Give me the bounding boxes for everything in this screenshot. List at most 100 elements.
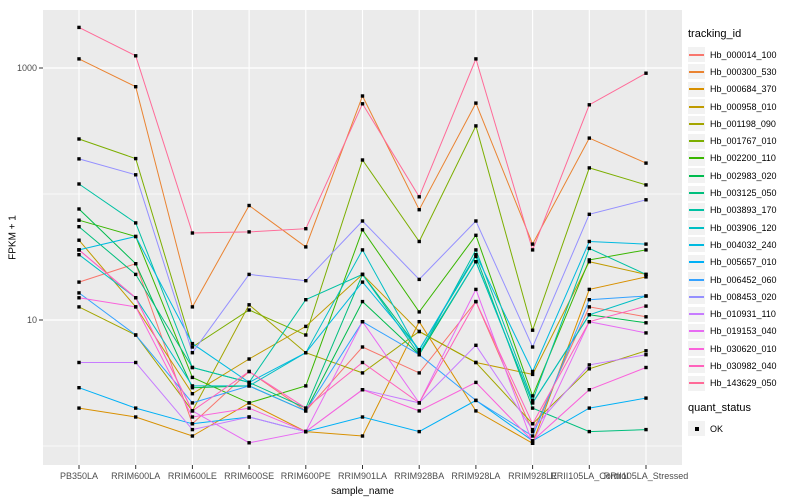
data-point	[304, 227, 308, 231]
data-point	[304, 384, 308, 388]
legend-item-label: Hb_003906_120	[710, 222, 777, 233]
x-tick-label: RRIM928LE	[508, 471, 557, 481]
data-point	[190, 434, 195, 438]
x-tick-label: RRIM600LE	[168, 471, 217, 481]
legend-item: Hb_019153_040	[688, 323, 798, 340]
data-point	[587, 287, 591, 292]
series-color-key-icon	[688, 272, 705, 287]
legend-item-label: Hb_000014_100	[710, 49, 777, 60]
x-tick-label: RRIM928BA	[394, 471, 444, 481]
data-point	[644, 198, 648, 202]
data-point	[190, 392, 195, 396]
y-tick-label: 10	[27, 315, 37, 325]
data-point	[360, 434, 365, 438]
data-point	[134, 415, 138, 419]
series-color-key-icon	[688, 81, 705, 97]
data-point	[360, 228, 365, 232]
data-point	[644, 396, 648, 400]
data-point	[190, 305, 195, 309]
data-point	[417, 401, 421, 405]
data-point	[134, 305, 138, 309]
data-point	[247, 203, 251, 208]
data-point	[190, 386, 195, 390]
data-point	[134, 272, 138, 277]
legend-title-tracking-id: tracking_id	[688, 28, 742, 40]
data-point	[644, 365, 648, 370]
legend-item-label: Hb_002983_020	[710, 170, 777, 181]
data-point	[77, 386, 81, 390]
data-point	[474, 380, 478, 385]
legend-item: Hb_003893_170	[688, 202, 798, 219]
legend-item: OK	[688, 420, 798, 437]
series-color-key-icon	[688, 375, 705, 391]
legend-item: Hb_000014_100	[688, 46, 798, 63]
legend-item-label: Hb_005657_010	[710, 257, 777, 268]
data-point	[417, 310, 421, 314]
data-point	[474, 253, 478, 257]
data-point	[190, 415, 195, 419]
legend-item-label: Hb_000684_370	[710, 84, 777, 95]
legend-item-label: Hb_143629_050	[710, 378, 777, 389]
data-point	[304, 409, 308, 413]
data-point	[644, 275, 648, 279]
series-color-key-icon	[688, 133, 705, 149]
x-tick-label: RRIM600PE	[281, 471, 331, 481]
quant-status-key-icon	[688, 421, 705, 437]
series-color-key-icon	[688, 306, 705, 322]
data-point	[474, 248, 478, 252]
data-point	[247, 272, 251, 277]
data-point	[417, 353, 421, 357]
legend-item: Hb_002983_020	[688, 167, 798, 184]
data-point	[77, 207, 81, 211]
data-point	[304, 429, 308, 434]
series-color-key-icon	[688, 358, 705, 374]
data-point	[644, 248, 648, 252]
legend-item-label: Hb_003125_050	[710, 188, 777, 199]
data-point	[644, 272, 648, 277]
data-point	[417, 277, 421, 282]
series-color-key-icon	[688, 341, 705, 357]
data-point	[644, 161, 648, 165]
y-axis-title: FPKM + 1	[7, 215, 19, 260]
data-point	[417, 320, 421, 324]
data-point	[474, 260, 478, 264]
series-color-key-icon	[688, 47, 705, 63]
legend-item: Hb_010931_110	[688, 305, 798, 322]
data-point	[474, 233, 478, 237]
data-point	[417, 329, 421, 334]
data-point	[360, 158, 365, 162]
data-point	[417, 371, 421, 375]
data-point	[587, 363, 591, 367]
data-point	[247, 401, 251, 405]
x-axis-title: sample_name	[331, 486, 394, 497]
x-tick-label: RRIM600SE	[224, 471, 274, 481]
x-tick-label: RRIM928LA	[451, 471, 500, 481]
data-point	[474, 57, 478, 61]
data-point	[134, 173, 138, 177]
data-point	[77, 218, 81, 222]
x-tick-label: PB350LA	[60, 471, 98, 481]
data-point	[304, 333, 308, 337]
data-point	[360, 248, 365, 252]
data-point	[474, 101, 478, 105]
data-point	[190, 422, 195, 426]
data-point	[417, 429, 421, 434]
data-point	[530, 369, 535, 374]
data-point	[304, 406, 308, 410]
legend-item: Hb_001198_090	[688, 115, 798, 132]
legend-item: Hb_143629_050	[688, 375, 798, 392]
data-point	[304, 279, 308, 283]
series-color-key-icon	[688, 64, 705, 80]
legend-title-quant-status: quant_status	[688, 401, 751, 414]
data-point	[644, 315, 648, 319]
data-point	[530, 248, 535, 252]
legend-item-label: Hb_019153_040	[710, 326, 777, 337]
data-point	[530, 434, 535, 438]
data-point	[247, 230, 251, 234]
data-point	[360, 371, 365, 375]
data-point	[360, 360, 365, 365]
data-point	[247, 380, 251, 385]
data-point	[587, 260, 591, 264]
